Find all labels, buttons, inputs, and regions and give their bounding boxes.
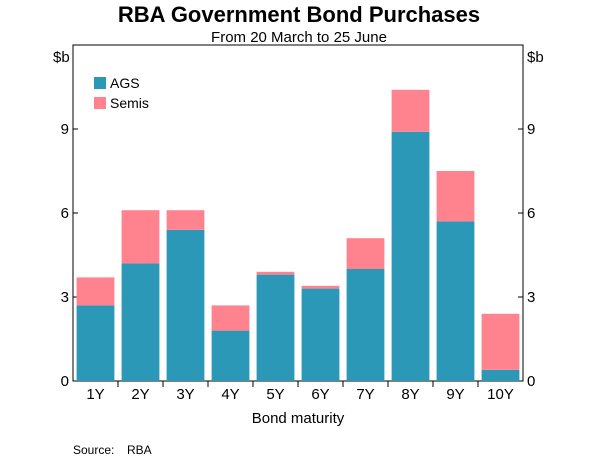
bar-semis-10y — [481, 313, 520, 370]
x-tick-label-5y: 5Y — [266, 386, 284, 403]
chart-title: RBA Government Bond Purchases — [118, 2, 480, 27]
legend-swatch-ags — [94, 77, 106, 89]
x-tick-label-10y: 10Y — [487, 386, 514, 403]
x-tick-label-8y: 8Y — [401, 386, 419, 403]
x-tick-label-3y: 3Y — [176, 386, 194, 403]
bar-semis-9y — [436, 171, 475, 222]
source-text: RBA — [127, 443, 152, 457]
y-tick-label-right: 9 — [527, 121, 535, 138]
x-tick-label-6y: 6Y — [311, 386, 329, 403]
bar-ags-1y — [76, 305, 115, 381]
chart-subtitle: From 20 March to 25 June — [211, 29, 387, 46]
bar-semis-8y — [391, 89, 430, 132]
x-tick-label-2y: 2Y — [131, 386, 149, 403]
bar-semis-6y — [301, 285, 340, 289]
bar-ags-7y — [346, 269, 385, 381]
legend-label-ags: AGS — [110, 75, 140, 91]
legend-label-semis: Semis — [110, 95, 149, 111]
y-axis-unit-right: $b — [527, 49, 544, 66]
bar-semis-7y — [346, 238, 385, 269]
x-axis-label: Bond maturity — [252, 410, 345, 427]
x-tick-label-4y: 4Y — [221, 386, 239, 403]
bar-semis-5y — [256, 271, 295, 275]
y-tick-label-right: 6 — [527, 205, 535, 222]
x-tick-label-9y: 9Y — [446, 386, 464, 403]
y-tick-label-right: 0 — [527, 373, 535, 390]
y-tick-label-right: 3 — [527, 289, 535, 306]
x-tick-label-1y: 1Y — [86, 386, 104, 403]
bar-semis-4y — [211, 305, 250, 331]
bar-ags-9y — [436, 221, 475, 381]
y-tick-label-left: 6 — [61, 205, 69, 222]
bar-series — [76, 89, 520, 381]
y-axis-unit-left: $b — [53, 49, 70, 66]
x-tick-label-7y: 7Y — [356, 386, 374, 403]
bar-ags-4y — [211, 330, 250, 381]
bar-ags-6y — [301, 288, 340, 381]
bar-semis-3y — [166, 210, 205, 230]
y-tick-label-left: 3 — [61, 289, 69, 306]
y-tick-label-left: 9 — [61, 121, 69, 138]
x-axis-ticks: 1Y 2Y 3Y 4Y 5Y 6Y 7Y 8Y 9Y 10Y — [86, 381, 514, 403]
bar-semis-2y — [121, 210, 160, 264]
legend-swatch-semis — [94, 97, 106, 109]
legend: AGS Semis — [94, 75, 149, 111]
y-tick-label-left: 0 — [61, 373, 69, 390]
bar-semis-1y — [76, 277, 115, 306]
bar-ags-10y — [481, 369, 520, 381]
y-axis-ticks: 0 0 3 3 6 6 9 9 — [61, 121, 536, 390]
bar-ags-8y — [391, 131, 430, 381]
bar-ags-5y — [256, 274, 295, 381]
bar-ags-3y — [166, 229, 205, 381]
bar-ags-2y — [121, 263, 160, 381]
source-label: Source: — [73, 443, 114, 457]
